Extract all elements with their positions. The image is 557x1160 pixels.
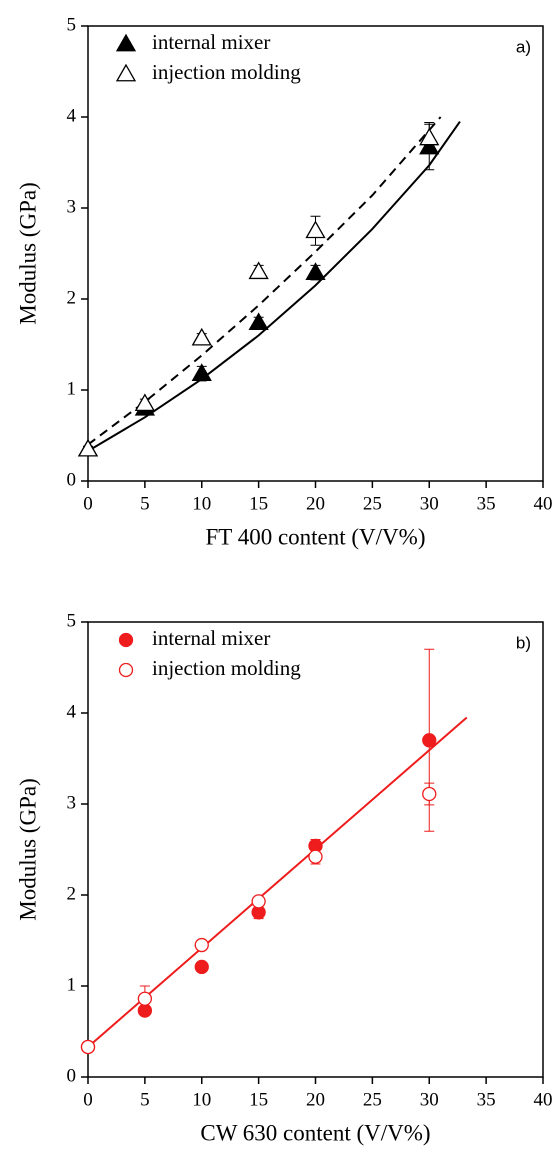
- data-point: [137, 991, 153, 1006]
- y-axis-label: Modulus (GPa): [15, 778, 40, 920]
- x-axis-label: CW 630 content (V/V%): [200, 1120, 430, 1145]
- fit-line: [87, 716, 468, 1048]
- x-tick-label: 10: [192, 1089, 211, 1110]
- data-point: [422, 733, 437, 748]
- y-tick-label: 2: [67, 883, 77, 904]
- data-point: [77, 438, 99, 457]
- y-tick-label: 0: [67, 1065, 77, 1086]
- x-tick-label: 30: [420, 1089, 439, 1110]
- x-tick-label: 40: [534, 493, 553, 514]
- data-point: [308, 849, 323, 864]
- x-tick-label: 35: [477, 493, 496, 514]
- chart: 0 5 10 15 20 25 30 35 40 0 1 2 3 4 5 FT 400 content (V/…: [15, 14, 552, 549]
- chart: 0 5 10 15 20 25 30 35 40 0 1 2 3 4 5 CW 630 content (V/…: [15, 610, 552, 1145]
- x-tick-label: 30: [420, 493, 439, 514]
- data-point: [194, 959, 209, 975]
- y-tick-label: 3: [67, 792, 77, 813]
- data-point: [80, 1039, 96, 1055]
- data-point: [248, 261, 269, 280]
- legend-marker: [118, 632, 134, 648]
- data-point: [422, 786, 437, 802]
- data-point: [419, 127, 440, 146]
- x-tick-label: 25: [363, 493, 382, 514]
- x-tick-label: 15: [249, 1089, 268, 1110]
- x-tick-label: 10: [192, 493, 211, 514]
- legend-marker: [115, 33, 137, 52]
- data-point: [191, 327, 212, 346]
- legend-label: injection molding: [152, 656, 301, 680]
- data-point: [134, 393, 155, 412]
- legend-label: internal mixer: [152, 626, 270, 650]
- x-tick-label: 0: [83, 493, 93, 514]
- y-tick-label: 3: [67, 196, 77, 217]
- y-tick-label: 2: [67, 287, 77, 308]
- x-tick-label: 40: [534, 1089, 553, 1110]
- x-tick-label: 5: [140, 1089, 150, 1110]
- x-tick-label: 5: [140, 493, 150, 514]
- panel-label: a): [516, 37, 531, 56]
- data-point: [191, 363, 212, 382]
- x-tick-label: 35: [477, 1089, 496, 1110]
- data-point: [248, 312, 269, 331]
- y-tick-label: 1: [67, 378, 77, 399]
- panel-label: b): [516, 633, 531, 652]
- fit-line: [87, 116, 442, 446]
- x-tick-label: 20: [306, 493, 325, 514]
- data-point: [305, 262, 326, 281]
- legend-marker: [115, 63, 137, 82]
- y-tick-label: 5: [67, 14, 77, 35]
- plot-frame: [87, 25, 544, 482]
- legend-label: internal mixer: [152, 30, 270, 54]
- data-point: [194, 937, 209, 953]
- data-point: [251, 894, 266, 909]
- y-tick-label: 5: [67, 610, 77, 631]
- x-tick-label: 20: [306, 1089, 325, 1110]
- data-point: [305, 220, 326, 239]
- x-tick-label: 25: [363, 1089, 382, 1110]
- y-axis-label: Modulus (GPa): [15, 182, 40, 324]
- y-tick-label: 4: [67, 701, 77, 722]
- legend-label: injection molding: [152, 60, 301, 84]
- y-tick-label: 0: [67, 469, 77, 490]
- x-tick-label: 0: [83, 1089, 93, 1110]
- y-tick-label: 1: [67, 974, 77, 995]
- legend-marker: [118, 662, 134, 678]
- x-tick-label: 15: [249, 493, 268, 514]
- x-axis-label: FT 400 content (V/V%): [206, 524, 426, 549]
- y-tick-label: 4: [67, 105, 77, 126]
